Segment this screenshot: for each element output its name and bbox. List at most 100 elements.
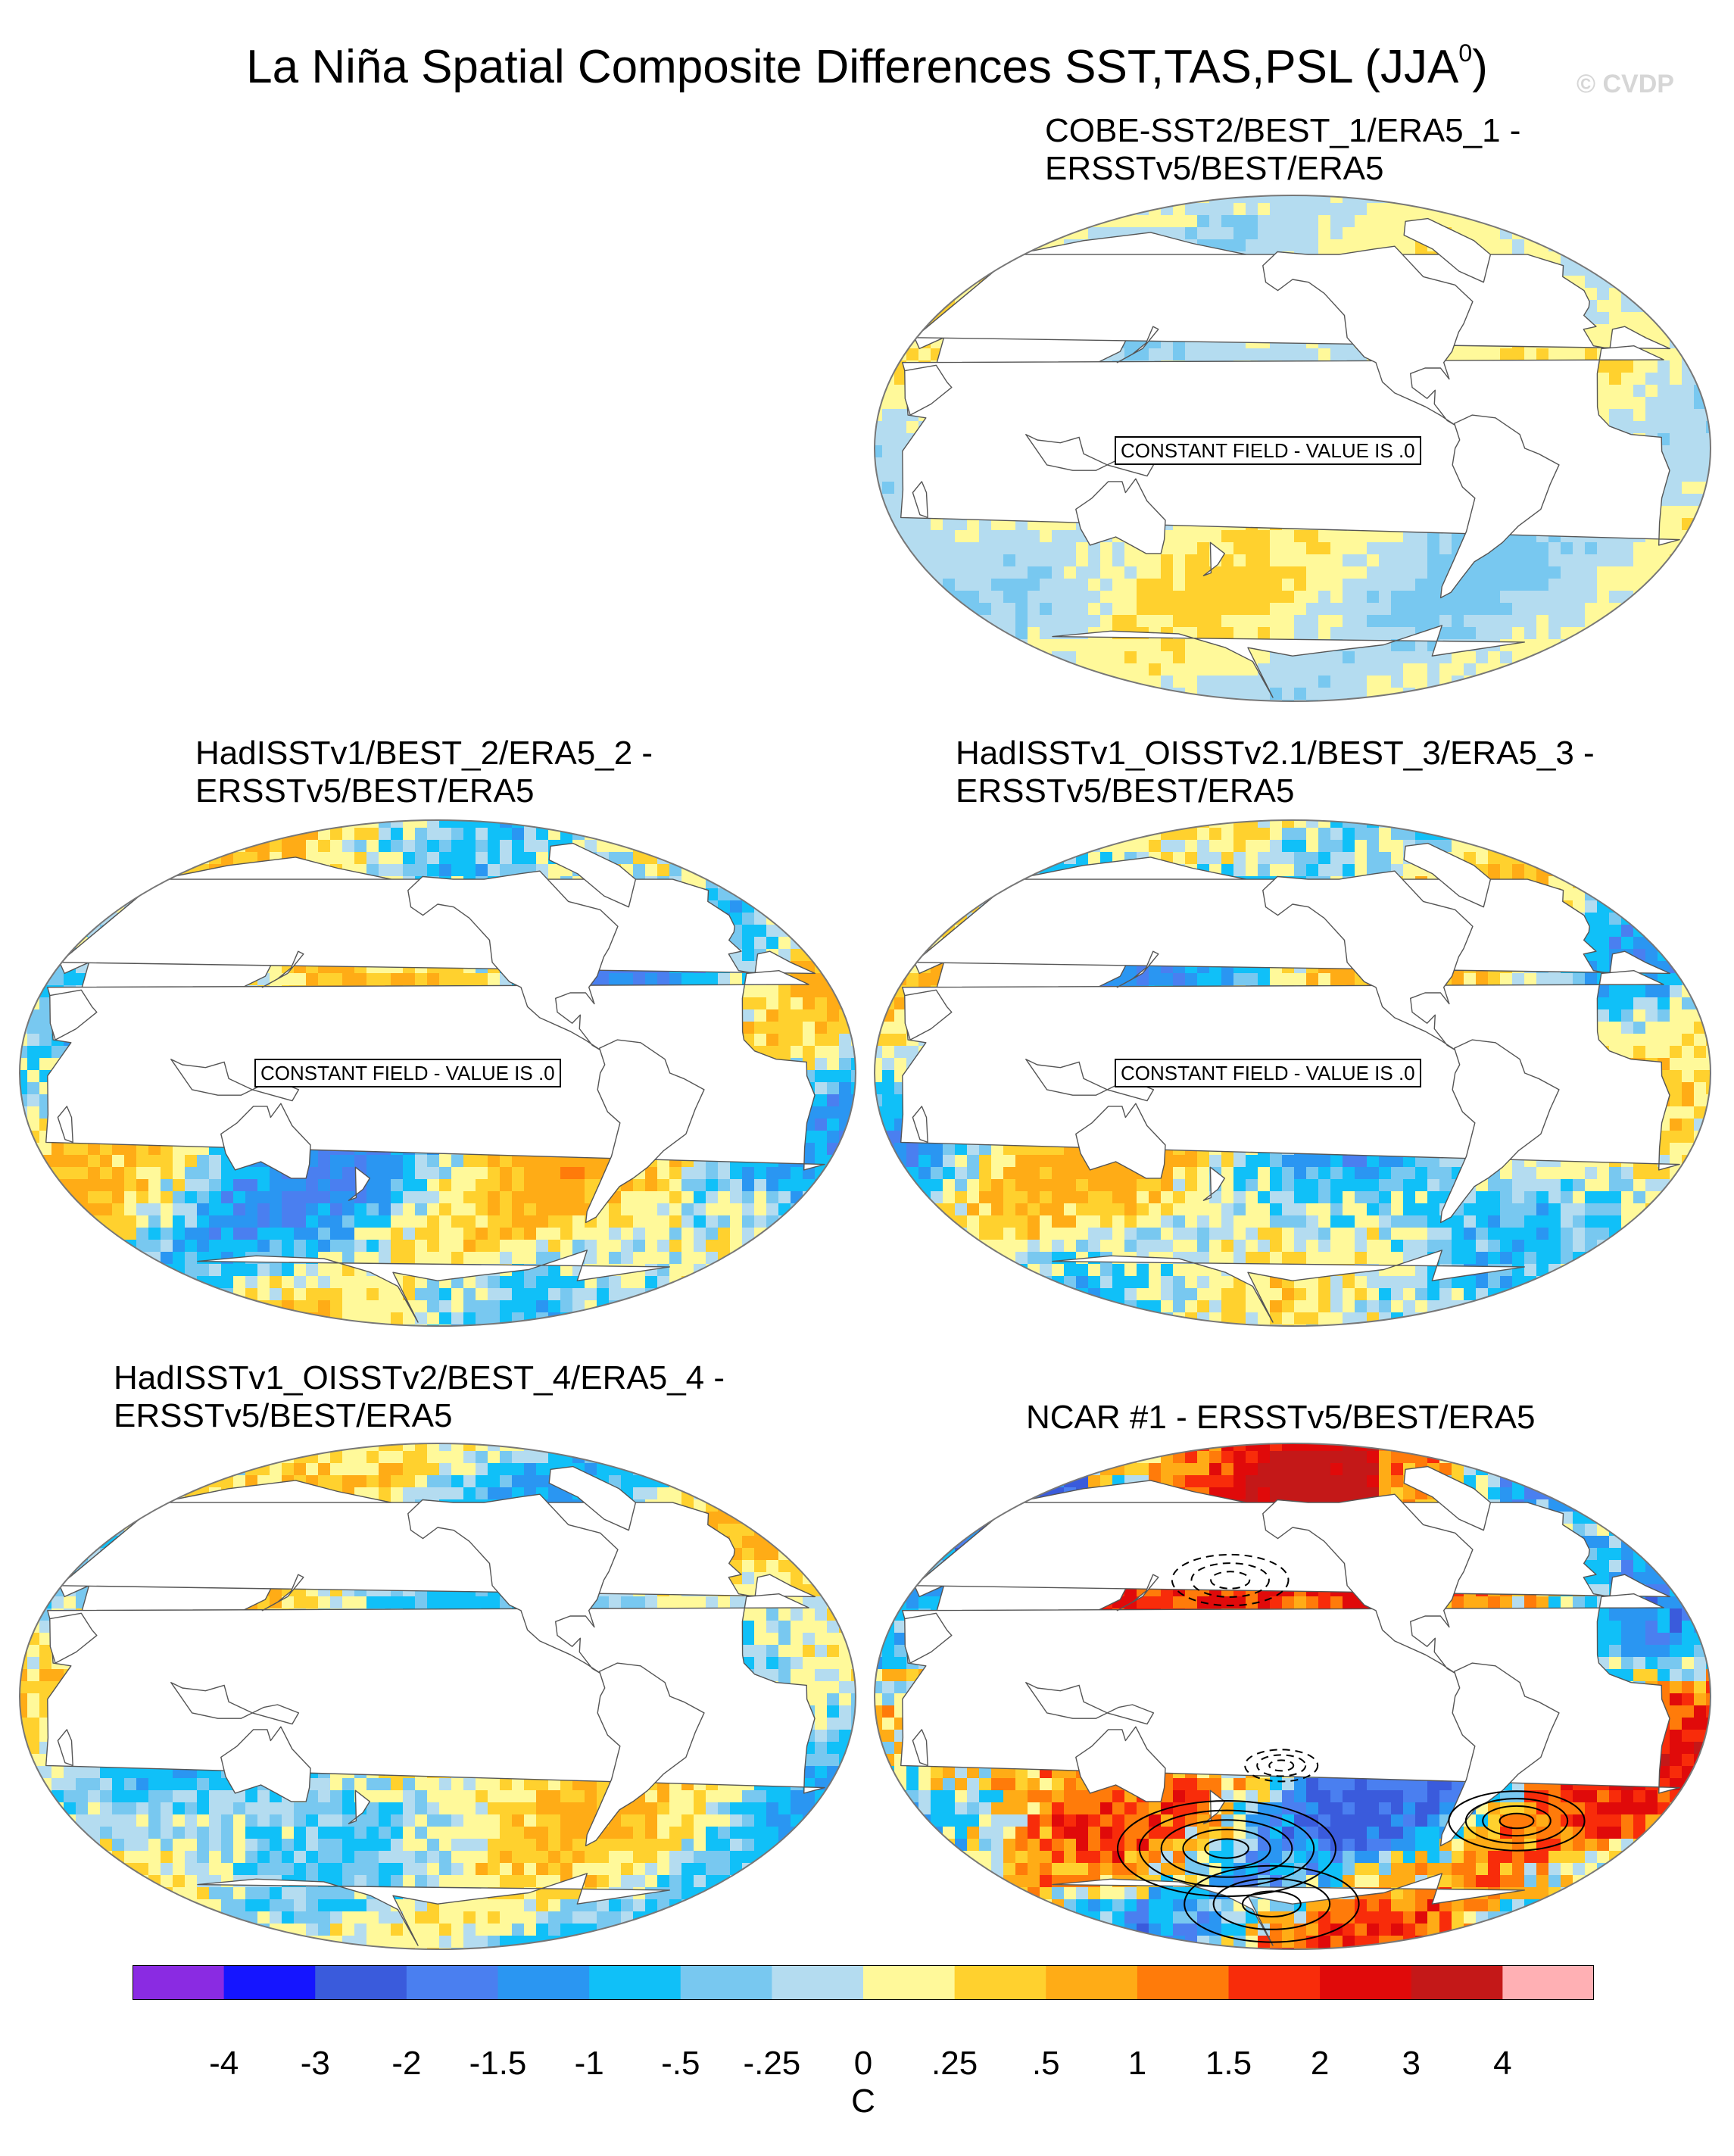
- anomaly-cell: [955, 663, 968, 676]
- anomaly-cell: [403, 820, 416, 828]
- anomaly-cell: [1391, 530, 1404, 543]
- anomaly-cell: [979, 688, 992, 700]
- anomaly-cell: [1585, 579, 1598, 591]
- anomaly-cell: [906, 264, 919, 276]
- anomaly-cell: [1149, 554, 1162, 567]
- anomaly-cell: [500, 840, 513, 853]
- anomaly-cell: [1645, 688, 1658, 700]
- anomaly-cell: [1221, 203, 1234, 216]
- anomaly-cell: [1706, 397, 1711, 410]
- anomaly-cell: [1391, 639, 1404, 652]
- anomaly-cell: [1064, 615, 1077, 628]
- anomaly-cell: [100, 888, 113, 901]
- anomaly-cell: [718, 852, 731, 865]
- anomaly-cell: [1270, 688, 1283, 700]
- anomaly-cell: [1124, 591, 1137, 604]
- anomaly-cell: [906, 324, 919, 337]
- anomaly-cell: [1682, 397, 1695, 410]
- anomaly-cell: [894, 579, 907, 591]
- anomaly-cell: [1149, 348, 1162, 361]
- anomaly-cell: [882, 579, 895, 591]
- anomaly-cell: [991, 215, 1004, 228]
- anomaly-cell: [894, 385, 907, 398]
- anomaly-cell: [1476, 566, 1489, 579]
- anomaly-cell: [1464, 348, 1477, 361]
- anomaly-cell: [1282, 627, 1295, 640]
- anomaly-cell: [1233, 615, 1246, 628]
- anomaly-cell: [100, 852, 113, 865]
- anomaly-cell: [1597, 385, 1610, 398]
- anomaly-cell: [894, 264, 907, 276]
- anomaly-cell: [1512, 700, 1525, 701]
- anomaly-cell: [1209, 530, 1222, 543]
- anomaly-cell: [875, 700, 883, 701]
- anomaly-cell: [1367, 566, 1380, 579]
- anomaly-cell: [1403, 676, 1416, 688]
- anomaly-cell: [1076, 215, 1089, 228]
- anomaly-cell: [875, 195, 883, 204]
- anomaly-cell: [851, 1070, 856, 1083]
- anomaly-cell: [979, 542, 992, 555]
- anomaly-cell: [1270, 348, 1283, 361]
- anomaly-cell: [906, 651, 919, 664]
- anomaly-cell: [1670, 433, 1683, 446]
- anomaly-cell: [403, 828, 416, 841]
- anomaly-cell: [991, 542, 1004, 555]
- anomaly-cell: [415, 864, 428, 877]
- anomaly-cell: [233, 852, 246, 865]
- anomaly-cell: [1427, 688, 1440, 700]
- anomaly-cell: [1112, 591, 1125, 604]
- anomaly-cell: [1015, 227, 1028, 240]
- anomaly-cell: [1233, 215, 1246, 228]
- anomaly-cell: [1221, 348, 1234, 361]
- panel-hadisst-title: HadISSTv1/BEST_2/ERA5_2 - ERSSTv5/BEST/E…: [195, 735, 653, 810]
- anomaly-cell: [1452, 627, 1464, 640]
- anomaly-cell: [27, 1094, 40, 1107]
- anomaly-cell: [1028, 554, 1040, 567]
- anomaly-cell: [754, 1022, 767, 1034]
- anomaly-cell: [967, 615, 980, 628]
- anomaly-cell: [875, 579, 883, 591]
- anomaly-cell: [1052, 554, 1065, 567]
- anomaly-cell: [1343, 203, 1355, 216]
- anomaly-cell: [875, 239, 883, 252]
- anomaly-cell: [1415, 554, 1428, 567]
- anomaly-cell: [1682, 470, 1695, 482]
- anomaly-cell: [173, 820, 186, 828]
- anomaly-cell: [1367, 663, 1380, 676]
- anomaly-cell: [1040, 591, 1053, 604]
- anomaly-cell: [1621, 239, 1634, 252]
- anomaly-cell: [991, 676, 1004, 688]
- anomaly-cell: [112, 828, 125, 841]
- anomaly-cell: [1452, 591, 1464, 604]
- anomaly-cell: [1512, 203, 1525, 216]
- anomaly-cell: [875, 203, 883, 216]
- anomaly-cell: [1476, 591, 1489, 604]
- anomaly-cell: [1124, 195, 1137, 204]
- anomaly-cell: [851, 900, 856, 913]
- anomaly-cell: [585, 840, 597, 853]
- anomaly-cell: [1670, 579, 1683, 591]
- anomaly-cell: [1379, 676, 1392, 688]
- anomaly-cell: [1379, 554, 1392, 567]
- anomaly-cell: [906, 276, 919, 289]
- anomaly-cell: [931, 639, 943, 652]
- anomaly-cell: [1682, 324, 1695, 337]
- anomaly-cell: [1209, 651, 1222, 664]
- anomaly-cell: [51, 949, 64, 962]
- anomaly-cell: [1548, 542, 1561, 555]
- anomaly-cell: [1173, 554, 1186, 567]
- anomaly-cell: [1100, 566, 1113, 579]
- anomaly-cell: [572, 820, 585, 828]
- anomaly-cell: [1706, 276, 1711, 289]
- anomaly-cell: [415, 820, 428, 828]
- anomaly-cell: [851, 997, 856, 1010]
- anomaly-cell: [1221, 627, 1234, 640]
- anomaly-cell: [1536, 566, 1549, 579]
- anomaly-cell: [1464, 203, 1477, 216]
- anomaly-cell: [1512, 591, 1525, 604]
- anomaly-cell: [1488, 227, 1501, 240]
- anomaly-cell: [1706, 542, 1711, 555]
- anomaly-cell: [1500, 215, 1513, 228]
- anomaly-cell: [1488, 627, 1501, 640]
